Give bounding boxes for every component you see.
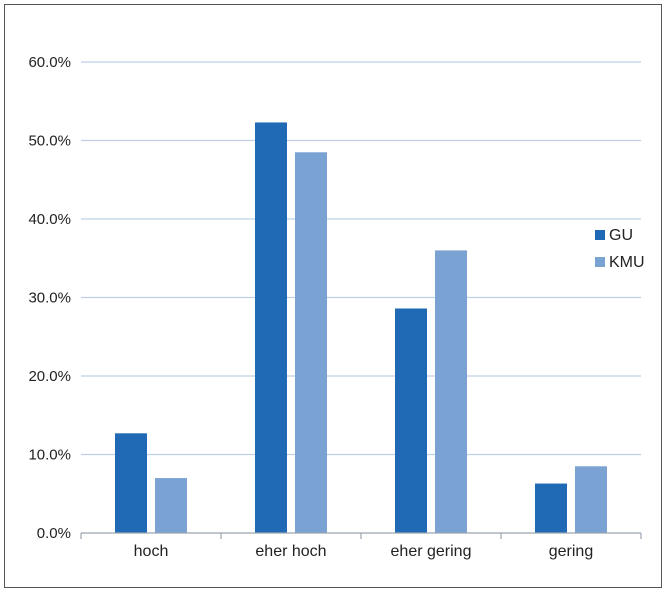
bars [115,122,607,533]
bar-kmu-eher-gering [435,250,467,533]
bar-gu-gering [535,483,567,533]
y-tick-label: 50.0% [28,133,71,150]
x-axis: hoch eher hoch eher gering gering [80,532,642,560]
x-category-label: hoch [134,543,169,560]
chart-frame: 0.0% 10.0% 20.0% 30.0% 40.0% 50.0% 60.0% hoch e… [4,4,662,588]
y-axis-ticks: 0.0% 10.0% 20.0% 30.0% 40.0% 50.0% 60.0% [28,54,71,542]
legend-label: GU [609,227,633,244]
bar-kmu-eher-hoch [295,152,327,533]
legend-label: KMU [609,254,645,271]
bar-kmu-gering [575,466,607,533]
bar-chart: 0.0% 10.0% 20.0% 30.0% 40.0% 50.0% 60.0% hoch e… [28,54,645,560]
bar-kmu-hoch [155,478,187,533]
bar-gu-eher-hoch [255,122,287,533]
x-category-label: eher hoch [255,543,326,560]
legend: GU KMU [595,227,645,271]
y-tick-label: 40.0% [28,211,71,228]
y-tick-label: 60.0% [28,54,71,71]
y-tick-label: 0.0% [37,525,71,542]
bar-gu-hoch [115,433,147,533]
legend-swatch [595,257,605,267]
y-tick-label: 30.0% [28,290,71,307]
y-tick-label: 10.0% [28,447,71,464]
legend-swatch [595,230,605,240]
x-category-label: gering [549,543,593,560]
x-category-label: eher gering [391,543,472,560]
gridlines [81,61,641,456]
y-tick-label: 20.0% [28,368,71,385]
bar-gu-eher-gering [395,308,427,533]
